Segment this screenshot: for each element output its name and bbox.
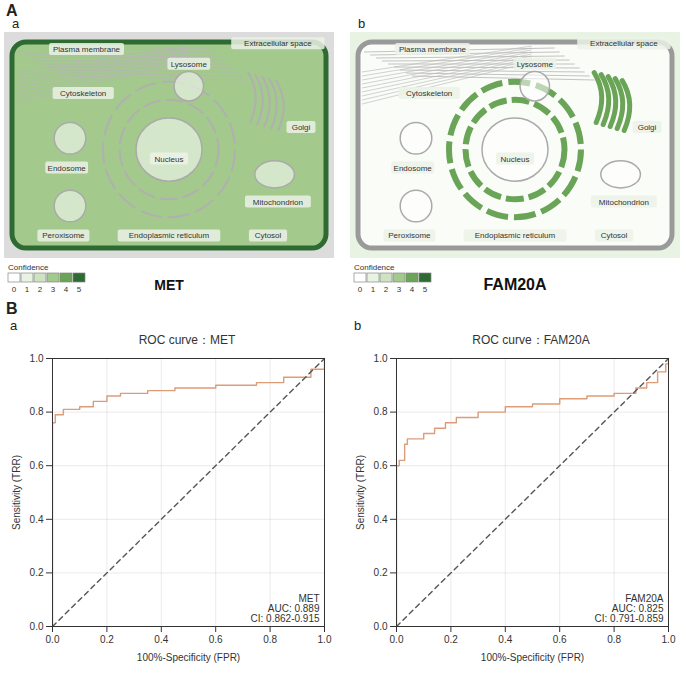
html-text:ROC curve：FAM20A: ROC curve：FAM20A xyxy=(472,333,590,347)
svg-text:4: 4 xyxy=(410,285,415,294)
svg-text:1: 1 xyxy=(371,285,376,294)
svg-text:0.6: 0.6 xyxy=(209,634,223,645)
svg-text:Sensitivity (TRR): Sensitivity (TRR) xyxy=(355,455,366,530)
svg-text:Cytosol: Cytosol xyxy=(255,231,282,240)
svg-text:0.2: 0.2 xyxy=(100,634,114,645)
svg-text:0: 0 xyxy=(12,285,17,294)
svg-text:5: 5 xyxy=(77,285,82,294)
svg-text:Confidence: Confidence xyxy=(8,263,49,272)
html-text:b: b xyxy=(358,16,366,31)
svg-text:2: 2 xyxy=(384,285,389,294)
svg-text:Nucleus: Nucleus xyxy=(155,155,184,164)
svg-text:100%-Specificity (FPR): 100%-Specificity (FPR) xyxy=(137,652,240,663)
html-text:A: A xyxy=(6,2,18,19)
html-text:b: b xyxy=(354,318,362,333)
svg-text:0.8: 0.8 xyxy=(30,406,44,417)
svg-text:0.4: 0.4 xyxy=(30,514,44,525)
svg-text:0.8: 0.8 xyxy=(607,634,621,645)
svg-text:FAM20A: FAM20A xyxy=(483,276,547,293)
svg-text:0.4: 0.4 xyxy=(154,634,168,645)
svg-text:Extracellular space: Extracellular space xyxy=(590,39,658,48)
svg-text:0.8: 0.8 xyxy=(374,406,388,417)
svg-text:1.0: 1.0 xyxy=(318,634,332,645)
svg-text:0.2: 0.2 xyxy=(444,634,458,645)
svg-text:0.0: 0.0 xyxy=(390,634,404,645)
svg-text:Peroxisome: Peroxisome xyxy=(42,231,85,240)
svg-text:4: 4 xyxy=(64,285,69,294)
svg-text:2: 2 xyxy=(38,285,43,294)
svg-text:0.0: 0.0 xyxy=(46,634,60,645)
svg-text:3: 3 xyxy=(51,285,56,294)
svg-text:Confidence: Confidence xyxy=(354,263,395,272)
svg-text:Mitochondrion: Mitochondrion xyxy=(599,198,649,207)
svg-text:0.0: 0.0 xyxy=(30,621,44,632)
svg-text:5: 5 xyxy=(423,285,428,294)
svg-text:Extracellular space: Extracellular space xyxy=(244,39,312,48)
html-text:a: a xyxy=(12,16,20,31)
svg-text:Endoplasmic reticulum: Endoplasmic reticulum xyxy=(129,231,210,240)
svg-text:Cytoskeleton: Cytoskeleton xyxy=(60,89,106,98)
svg-text:Lysosome: Lysosome xyxy=(517,60,554,69)
svg-text:Golgi: Golgi xyxy=(638,123,657,132)
svg-text:Golgi: Golgi xyxy=(292,123,311,132)
svg-text:Nucleus: Nucleus xyxy=(501,155,530,164)
svg-text:100%-Specificity (FPR): 100%-Specificity (FPR) xyxy=(481,652,584,663)
svg-text:Plasma membrane: Plasma membrane xyxy=(399,45,467,54)
svg-text:METAUC: 0.889CI: 0.862-0.915: METAUC: 0.889CI: 0.862-0.915 xyxy=(251,593,320,624)
svg-text:Cytoskeleton: Cytoskeleton xyxy=(406,89,452,98)
svg-text:Sensitivity (TRR): Sensitivity (TRR) xyxy=(11,455,22,530)
html-text:B: B xyxy=(6,300,18,317)
svg-text:Plasma membrane: Plasma membrane xyxy=(53,45,121,54)
html-text:a: a xyxy=(10,318,18,333)
svg-text:Lysosome: Lysosome xyxy=(171,60,208,69)
svg-text:0.0: 0.0 xyxy=(374,621,388,632)
svg-text:1.0: 1.0 xyxy=(374,353,388,364)
svg-text:0.4: 0.4 xyxy=(498,634,512,645)
svg-text:Mitochondrion: Mitochondrion xyxy=(253,198,303,207)
svg-text:Endosome: Endosome xyxy=(394,164,433,173)
svg-text:0.2: 0.2 xyxy=(374,567,388,578)
svg-text:MET: MET xyxy=(154,277,184,293)
svg-text:Cytosol: Cytosol xyxy=(601,231,628,240)
svg-text:1: 1 xyxy=(25,285,30,294)
svg-text:Peroxisome: Peroxisome xyxy=(388,231,431,240)
svg-text:1.0: 1.0 xyxy=(662,634,676,645)
svg-text:0.6: 0.6 xyxy=(553,634,567,645)
svg-text:0.6: 0.6 xyxy=(374,460,388,471)
svg-text:0: 0 xyxy=(358,285,363,294)
svg-text:3: 3 xyxy=(397,285,402,294)
svg-text:0.4: 0.4 xyxy=(374,514,388,525)
svg-text:0.2: 0.2 xyxy=(30,567,44,578)
svg-text:Endosome: Endosome xyxy=(48,164,87,173)
html-text:ROC curve：MET: ROC curve：MET xyxy=(138,333,236,347)
svg-text:0.6: 0.6 xyxy=(30,460,44,471)
svg-text:0.8: 0.8 xyxy=(263,634,277,645)
svg-text:1.0: 1.0 xyxy=(30,353,44,364)
svg-text:Endoplasmic reticulum: Endoplasmic reticulum xyxy=(475,231,556,240)
svg-text:FAM20AAUC: 0.825CI: 0.791-0.85: FAM20AAUC: 0.825CI: 0.791-0.859 xyxy=(595,593,664,624)
